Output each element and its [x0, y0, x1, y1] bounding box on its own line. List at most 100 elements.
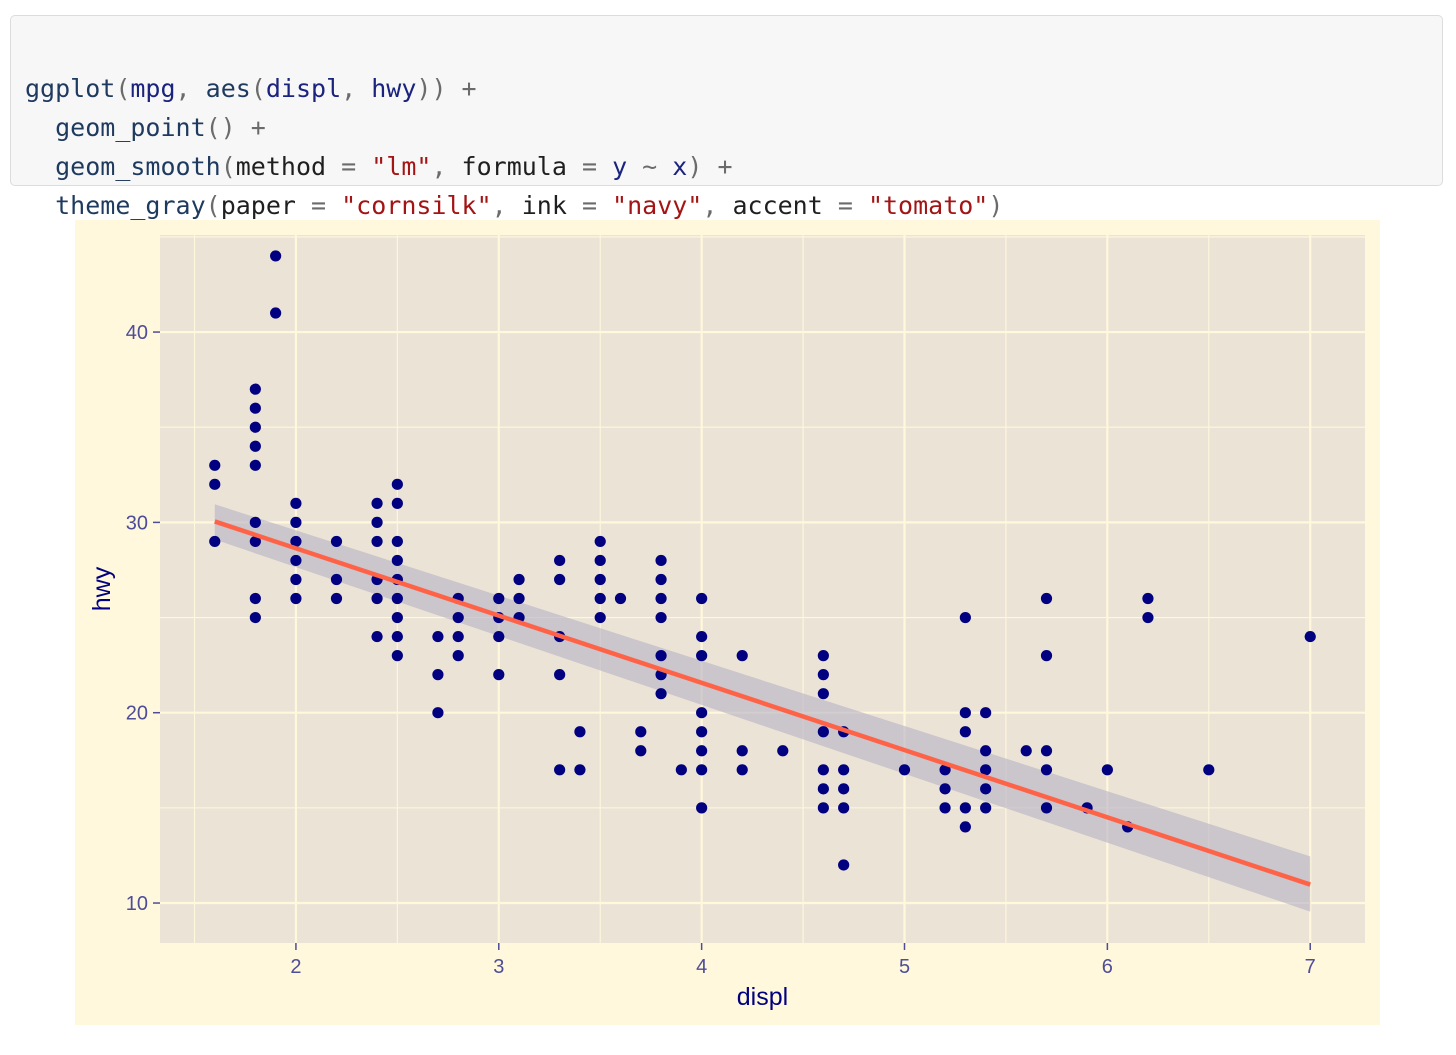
- code-var-y: y: [612, 152, 628, 181]
- data-point: [290, 592, 302, 605]
- data-point: [655, 592, 667, 605]
- x-tick-label: 2: [290, 956, 301, 978]
- data-point: [209, 478, 221, 490]
- data-point: [980, 764, 992, 776]
- data-point: [939, 802, 951, 814]
- data-point: [635, 745, 647, 757]
- data-point: [635, 726, 647, 738]
- data-point: [432, 707, 444, 719]
- plot-figure: 2 3 4 5 6 7 10 20 30 40 displ hwy: [75, 220, 1380, 1025]
- data-point: [696, 745, 708, 757]
- data-point: [696, 650, 708, 662]
- code-comma: ,: [431, 152, 462, 181]
- code-line-2: geom_point() +: [25, 108, 1428, 147]
- y-axis-tick-labels: 10 20 30 40: [126, 322, 148, 915]
- code-arg-method: method: [235, 152, 327, 181]
- data-point: [1040, 592, 1053, 605]
- data-point: [574, 726, 586, 738]
- y-tick-label: 10: [126, 893, 148, 915]
- y-tick-label: 20: [126, 703, 148, 725]
- data-point: [452, 611, 464, 624]
- data-point: [371, 516, 383, 528]
- data-point: [432, 669, 444, 681]
- data-point: [493, 630, 505, 643]
- data-point: [1203, 764, 1215, 776]
- data-point: [1040, 802, 1053, 814]
- data-point: [655, 554, 667, 567]
- data-point: [290, 497, 302, 509]
- data-point: [493, 669, 505, 681]
- data-point: [371, 630, 383, 643]
- data-point: [209, 459, 221, 471]
- code-comma: ,: [341, 74, 372, 103]
- data-point: [696, 707, 708, 719]
- data-point: [655, 611, 667, 624]
- data-point: [838, 764, 850, 776]
- data-point: [249, 611, 261, 624]
- data-point: [371, 497, 383, 509]
- data-point: [980, 802, 992, 814]
- data-point: [817, 764, 829, 776]
- data-point: [1040, 745, 1053, 757]
- data-point: [330, 573, 343, 586]
- code-fn-theme-gray: theme_gray: [55, 191, 206, 220]
- data-point: [980, 707, 992, 719]
- data-point: [574, 764, 586, 776]
- data-point: [594, 554, 606, 567]
- data-point: [270, 250, 282, 262]
- data-point: [209, 535, 221, 548]
- code-comma: ,: [175, 74, 206, 103]
- data-point: [696, 726, 708, 738]
- data-point: [290, 554, 302, 567]
- data-point: [249, 421, 261, 433]
- data-point: [270, 307, 282, 319]
- data-point: [554, 669, 566, 681]
- code-comma: ,: [491, 191, 522, 220]
- data-point: [980, 745, 992, 757]
- data-point: [898, 764, 911, 776]
- data-point: [655, 688, 667, 700]
- code-line-3: geom_smooth(method = "lm", formula = y ~…: [25, 147, 1428, 186]
- code-block: ggplot(mpg, aes(displ, hwy)) + geom_poin…: [10, 15, 1443, 220]
- code-paren: ): [687, 152, 703, 181]
- data-point: [736, 650, 748, 662]
- data-point: [939, 764, 951, 776]
- code-equals: =: [566, 152, 613, 181]
- data-point: [371, 535, 383, 548]
- code-fn-aes: aes: [205, 74, 251, 103]
- x-tick-label: 5: [899, 956, 910, 978]
- data-point: [371, 592, 383, 605]
- data-point: [1040, 650, 1053, 662]
- data-point: [1304, 630, 1316, 643]
- data-point: [1142, 592, 1154, 605]
- code-paren: ): [988, 191, 1004, 220]
- data-points: [209, 250, 1316, 871]
- data-point: [696, 764, 708, 776]
- data-point: [980, 783, 992, 795]
- data-point: [959, 707, 971, 719]
- data-point: [1142, 611, 1154, 624]
- x-tick-label: 4: [696, 956, 707, 978]
- data-point: [614, 592, 627, 605]
- data-point: [675, 764, 687, 776]
- data-point: [736, 764, 748, 776]
- data-point: [959, 726, 971, 738]
- data-point: [817, 802, 829, 814]
- data-point: [655, 650, 667, 662]
- data-point: [777, 745, 789, 757]
- data-point: [655, 573, 667, 586]
- data-point: [959, 802, 971, 814]
- x-axis-title: displ: [737, 983, 788, 1011]
- data-point: [249, 535, 261, 548]
- data-point: [1040, 764, 1053, 776]
- code-arg-mpg: mpg: [130, 74, 176, 103]
- data-point: [696, 592, 708, 605]
- data-point: [554, 554, 566, 567]
- data-point: [959, 611, 971, 624]
- code-plus: +: [446, 74, 477, 103]
- code-paren: (: [205, 191, 221, 220]
- y-tick-label: 40: [126, 322, 148, 344]
- code-paren: (): [205, 113, 236, 142]
- code-string-navy: "navy": [612, 191, 703, 220]
- data-point: [513, 573, 525, 586]
